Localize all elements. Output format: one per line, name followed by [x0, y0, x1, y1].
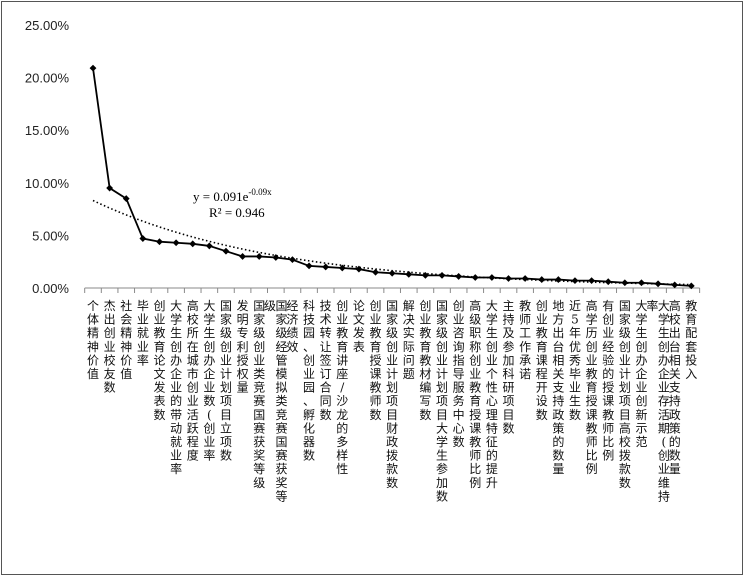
data-point — [405, 270, 413, 278]
x-category-label: 主持及参加科研项目数 — [502, 299, 514, 435]
data-point — [621, 279, 629, 287]
x-category-label: 国家级创业计划项目高校拨款数 — [619, 299, 631, 490]
data-point — [255, 253, 263, 260]
data-point — [521, 275, 529, 282]
data-point — [638, 279, 645, 287]
data-point — [671, 281, 679, 289]
data-point — [554, 276, 562, 283]
trendline-r2: R² = 0.946 — [209, 205, 265, 220]
data-point — [388, 269, 396, 277]
data-point — [654, 280, 662, 288]
x-category-label: 教师工作承诺 — [519, 298, 531, 381]
x-category-label: 高校所在城市创业活跃程度 — [187, 298, 199, 463]
data-point — [338, 264, 346, 272]
data-point — [272, 254, 280, 261]
x-category-label: 创业教育授课教师数 — [370, 299, 382, 422]
category-labels: 个体精神价值杰出创业校友数社会精神价值毕业就业率创业教育论文发表数大学生创办企业… — [87, 298, 697, 503]
x-category-label: 国家级创业计划项目财政拨款数 — [386, 299, 398, 490]
x-axis — [84, 287, 701, 293]
series-group — [89, 64, 695, 290]
x-category-label: 个体精神价值 — [87, 299, 99, 381]
x-category-label: 国家级创业计划项目立项数 — [220, 299, 232, 463]
x-category-label: 大学生创办企业的带动就业率 — [170, 299, 182, 476]
data-point — [588, 277, 595, 285]
x-category-label: 发明专利授权量 — [237, 298, 249, 395]
x-category-label: 近 5 年优秀毕业生数 — [569, 299, 581, 422]
y-tick-label: 15.00% — [25, 123, 70, 138]
x-category-label: 教育配套投入 — [685, 298, 697, 381]
trendline-equation: y = 0.091e-0.09x — [193, 187, 272, 204]
data-point — [471, 274, 479, 281]
y-tick-label: 20.00% — [25, 71, 70, 86]
x-category-label: 论文发表 — [353, 299, 365, 354]
x-category-label: 科技园、创业园、孵化器数 — [303, 299, 315, 463]
data-point — [422, 271, 429, 279]
x-category-label: 大学生创办企业创新示范 — [635, 299, 647, 449]
y-axis: 0.00% 5.00% 10.00% 15.00% 20.00% 25.00% — [25, 18, 70, 296]
x-category-label: 高学历创业教育授课教师比例 — [586, 298, 598, 476]
y-tick-label: 10.00% — [25, 176, 70, 191]
series-line — [92, 68, 692, 287]
x-category-label: 国家级创业类竞赛国赛获奖等级 — [253, 299, 265, 490]
y-tick-label: 5.00% — [32, 228, 69, 243]
x-category-label: 国家级创业计划项目大学生参加数 — [436, 299, 448, 503]
x-category-label: 毕业就业率 — [137, 299, 149, 367]
data-point — [538, 276, 546, 283]
data-point — [438, 271, 446, 279]
x-category-label: 大学生创办企业数(创业率 — [203, 299, 215, 463]
x-category-label: 高级职称创业教育授课教师比例 — [469, 298, 481, 490]
data-point — [222, 247, 230, 255]
x-category-label: 高校出台相关支持政策的数量 — [669, 298, 681, 476]
x-category-label: 解决实际问题 — [403, 299, 415, 381]
x-category-label: 创业教育教材编写数 — [419, 299, 431, 422]
data-point — [488, 274, 496, 281]
x-category-label: 有创业经验的授课教师比例 — [602, 299, 614, 463]
y-tick-label: 25.00% — [25, 18, 70, 33]
data-point — [139, 235, 147, 242]
data-point — [172, 239, 180, 247]
data-point — [372, 268, 379, 276]
x-category-label: 大学生创办企业存活期(创业维持率 — [646, 298, 670, 503]
x-category-label: 创业咨询指导服务中心数 — [453, 299, 465, 449]
x-category-label: 杰出创业校友数 — [104, 299, 116, 395]
data-point — [156, 238, 163, 246]
data-point — [687, 282, 695, 290]
x-category-label: 技术转让签订合同数 — [320, 299, 332, 422]
data-point — [571, 277, 579, 285]
data-point — [189, 240, 197, 248]
x-category-label: 国家级经管模拟类竞赛国赛获奖等级 — [264, 299, 288, 503]
x-category-label: 大学生创业个性心理特征的提升 — [486, 299, 498, 490]
data-point — [106, 184, 114, 192]
data-point — [239, 253, 246, 260]
x-category-label: 创业教育讲座/沙龙的多样性 — [336, 299, 348, 476]
data-point — [205, 242, 213, 250]
x-category-label: 创业教育课程开设数 — [536, 299, 548, 422]
x-category-label: 创业教育论文发表数 — [153, 299, 165, 422]
data-point — [122, 195, 130, 202]
x-category-label: 社会精神价值 — [120, 298, 132, 381]
data-point — [289, 256, 296, 263]
x-category-label: 地方出台相关支持政策的数量 — [552, 299, 564, 476]
y-tick-label: 0.00% — [32, 281, 69, 296]
data-point — [89, 64, 97, 72]
data-point — [305, 262, 313, 270]
data-point — [604, 278, 612, 286]
data-point — [505, 275, 512, 282]
data-point — [355, 265, 363, 273]
data-point — [322, 263, 330, 271]
x-category-label: 经济绩效 — [286, 299, 298, 354]
data-point — [455, 273, 463, 280]
